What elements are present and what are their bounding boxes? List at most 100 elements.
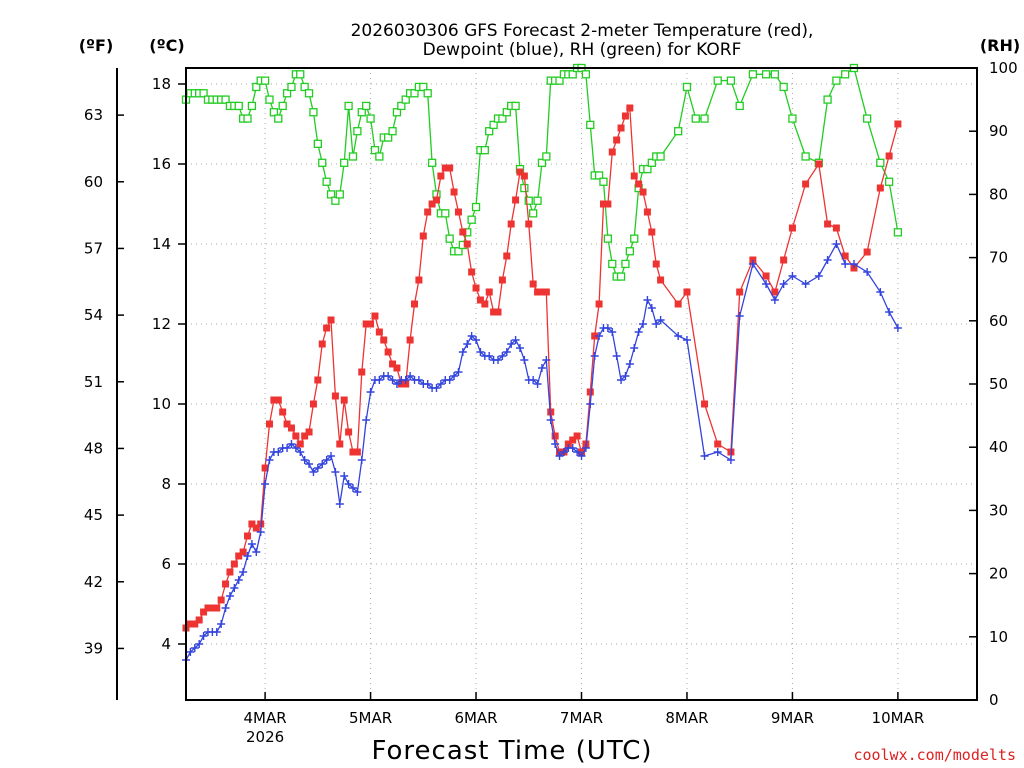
celsius-tick-label: 10 — [152, 395, 171, 413]
dewpoint-point — [344, 480, 353, 488]
fahrenheit-tick-label: 54 — [84, 306, 103, 324]
celsius-axis: 4 6 8 10 12 14 16 18 — [152, 75, 186, 653]
dewpoint-point — [291, 444, 300, 452]
fahrenheit-tick-label: 39 — [84, 639, 103, 657]
dewpoint-point — [832, 240, 841, 248]
rh-point — [392, 108, 402, 117]
time-tick-label: 10MAR — [872, 709, 925, 727]
temperature-point — [771, 288, 779, 296]
dewpoint-point — [537, 364, 546, 372]
dewpoint-point — [546, 416, 555, 424]
dewpoint-point — [414, 376, 423, 384]
rh-point — [502, 108, 511, 117]
dewpoint-point — [436, 380, 445, 388]
temperature-point — [573, 432, 581, 440]
rh-point — [344, 101, 353, 111]
dewpoint-point — [823, 256, 832, 264]
temperature-point — [648, 228, 656, 236]
temperature-point — [437, 172, 445, 180]
rh-point — [441, 209, 450, 218]
grid — [186, 68, 977, 700]
rh-point — [287, 82, 296, 92]
temperature-point — [261, 464, 269, 472]
dewpoint-point — [458, 348, 467, 356]
dewpoint-point — [256, 528, 265, 536]
dewpoint-point — [529, 376, 538, 384]
dewpoint-point — [494, 356, 503, 364]
celsius-tick-label: 8 — [161, 475, 171, 493]
dewpoint-point — [590, 352, 599, 360]
rh-point — [331, 196, 340, 205]
temperature-point — [683, 288, 691, 296]
temperature-point — [244, 532, 252, 540]
dewpoint-point — [674, 332, 683, 340]
rh-point — [340, 158, 349, 167]
rh-point — [832, 76, 841, 85]
dewpoint-point — [682, 336, 691, 344]
temperature-point — [380, 336, 388, 344]
temperature-point — [301, 432, 309, 440]
dewpoint-line — [185, 242, 899, 661]
temperature-point — [200, 608, 208, 616]
rh-tick-label: 90 — [989, 122, 1008, 140]
temperature-point — [195, 616, 203, 624]
temperature-point — [608, 148, 616, 156]
rh-point — [524, 196, 533, 205]
rh-point — [247, 101, 257, 111]
temperature-point — [331, 392, 339, 400]
rh-point — [300, 82, 309, 92]
time-tick-label: 7MAR — [560, 709, 603, 727]
rh-point — [480, 146, 489, 155]
temperature-point — [323, 324, 331, 332]
celsius-tick-label: 18 — [152, 75, 171, 93]
rh-tick-label: 50 — [989, 375, 1008, 393]
dewpoint-point — [568, 444, 577, 452]
rh-point — [234, 101, 243, 111]
rh-point — [274, 114, 283, 123]
dewpoint-point — [313, 464, 322, 472]
rh-point — [748, 70, 758, 79]
temperature-point — [569, 436, 577, 444]
temperature-point — [604, 200, 612, 208]
temperature-point — [485, 288, 493, 296]
time-tick-label: 6MAR — [454, 709, 497, 727]
temperature-point — [468, 268, 476, 276]
dewpoint-point — [515, 344, 524, 352]
time-tick-label: 9MAR — [771, 709, 814, 727]
dewpoint-point — [353, 488, 362, 496]
dewpoint-point — [713, 448, 722, 456]
dewpoint-point — [801, 280, 810, 288]
rh-point — [221, 95, 230, 104]
fahrenheit-tick-label: 42 — [84, 573, 103, 591]
dewpoint-point — [296, 448, 305, 456]
rh-point — [568, 70, 577, 79]
temperature-point — [459, 228, 467, 236]
dewpoint-point — [573, 448, 582, 456]
rh-point — [788, 114, 797, 123]
temperature-point — [362, 320, 370, 328]
rh-point — [471, 202, 481, 212]
rh-point — [533, 196, 542, 205]
dewpoint-point — [603, 324, 612, 332]
dewpoint-point — [788, 272, 797, 280]
temperature-point — [701, 400, 709, 408]
dewpoint-point — [612, 352, 621, 360]
temperature-point — [529, 280, 537, 288]
rh-point — [761, 70, 771, 79]
temperature-point — [318, 340, 326, 348]
dewpoint-point — [634, 328, 643, 336]
dewpoint-point — [849, 260, 858, 268]
temperature-point — [494, 308, 502, 316]
temperature-point — [287, 424, 295, 432]
fahrenheit-tick-label: 45 — [84, 506, 103, 524]
temperature-point — [252, 524, 260, 532]
dewpoint-series — [182, 240, 902, 664]
dewpoint-point — [375, 376, 384, 384]
temperature-point — [841, 252, 849, 260]
credit-text: coolwx.com/modelts — [853, 746, 1016, 764]
rh-point — [616, 272, 626, 281]
time-tick-label: 4MAR — [244, 709, 287, 727]
temperature-point — [714, 440, 722, 448]
temperature-point — [472, 284, 480, 292]
temperature-point — [305, 428, 313, 436]
